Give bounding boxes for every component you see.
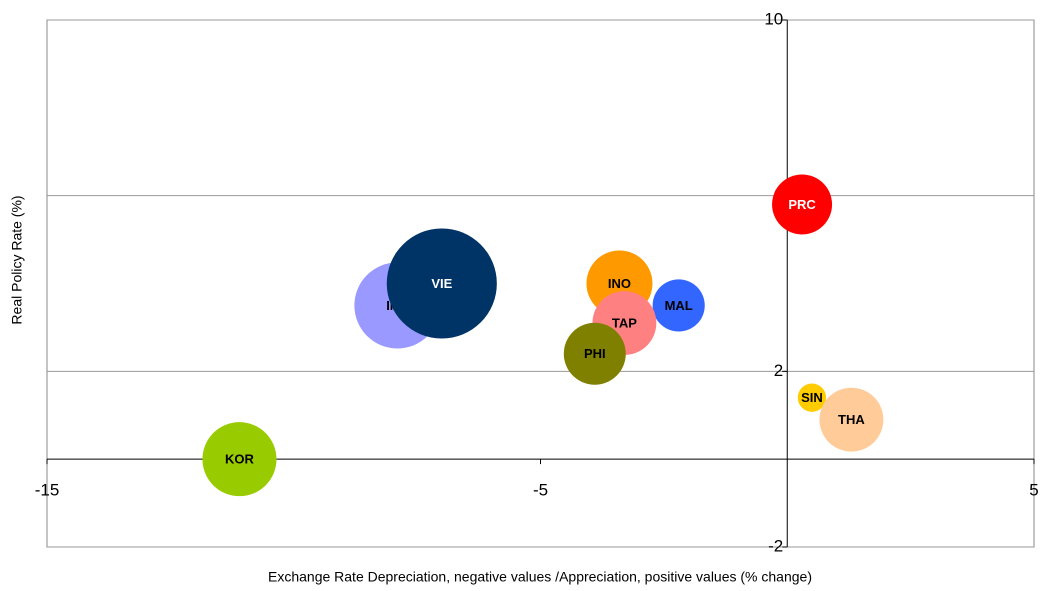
bubble-label: PRC <box>788 197 816 212</box>
bubble <box>202 422 277 497</box>
x-tick-label: 5 <box>1029 481 1038 500</box>
bubble-label: KOR <box>225 452 255 467</box>
bubble <box>563 322 626 385</box>
bubble <box>386 228 497 339</box>
plot-area <box>46 19 1035 548</box>
y-tick-label: 2 <box>774 361 783 380</box>
x-axis-title: Exchange Rate Depreciation, negative val… <box>268 569 812 585</box>
bubble-label: MAL <box>665 298 693 313</box>
bubble-label: TAP <box>612 315 637 330</box>
bubble <box>772 174 833 235</box>
y-axis-title: Real Policy Rate (%) <box>9 195 25 324</box>
y-tick-label: 10 <box>764 9 783 28</box>
bubble <box>819 387 884 452</box>
bubble <box>652 279 705 332</box>
bubble-label: THA <box>838 412 865 427</box>
bubble-label: INO <box>608 276 631 291</box>
y-tick-label: -2 <box>768 536 783 555</box>
bubble-label: VIE <box>431 276 452 291</box>
x-tick-label: -15 <box>35 481 60 500</box>
x-tick-label: -5 <box>533 481 548 500</box>
bubble-label: PHI <box>584 346 606 361</box>
bubble-label: SIN <box>801 390 823 405</box>
bubble <box>797 383 827 412</box>
